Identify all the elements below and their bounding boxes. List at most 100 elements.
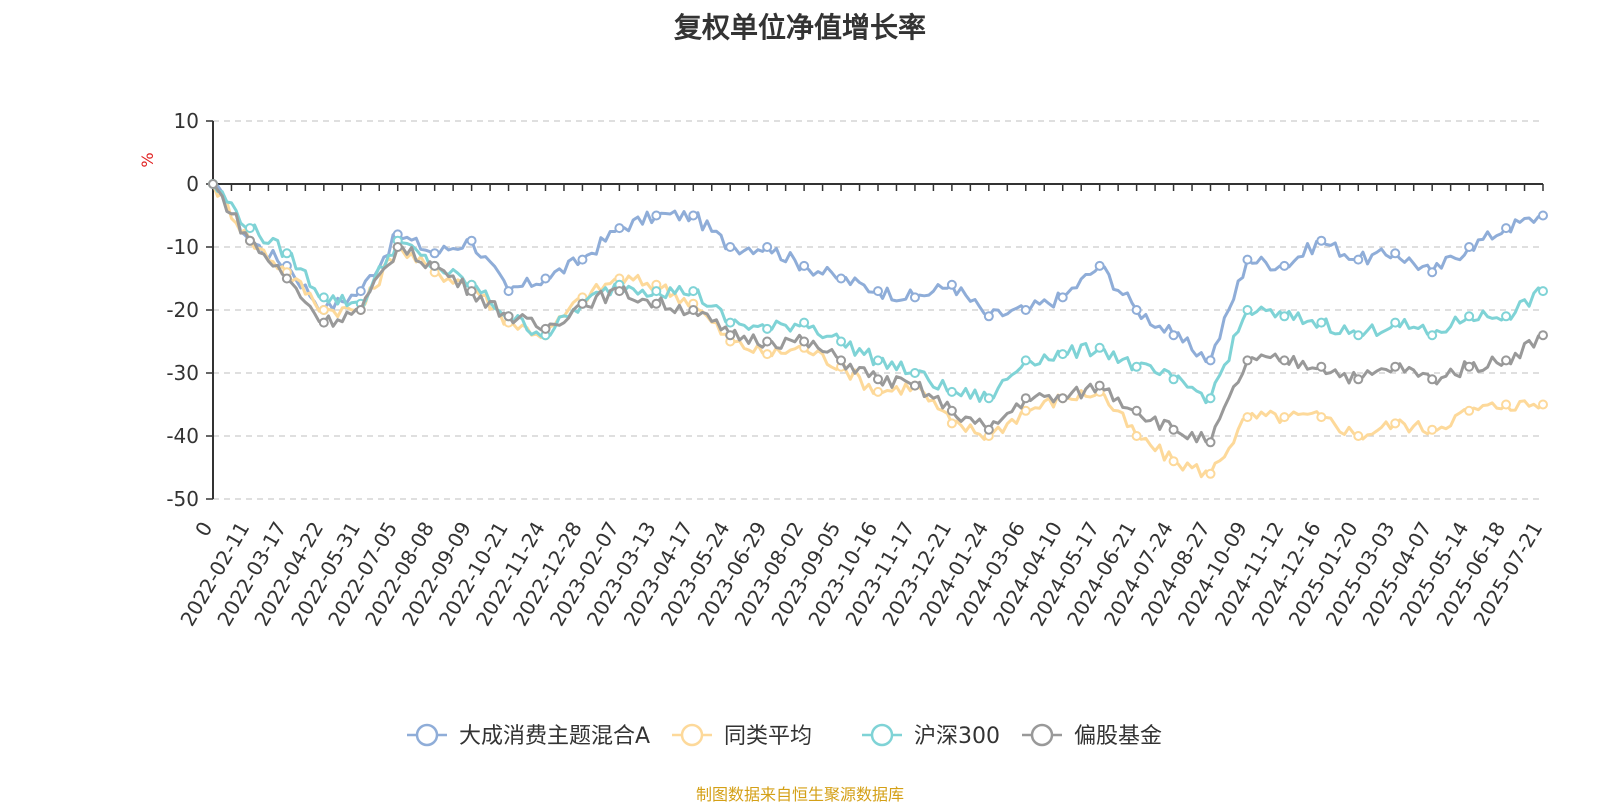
data-point — [466, 235, 477, 246]
series-line — [212, 182, 1544, 364]
data-point — [503, 286, 514, 297]
data-point — [725, 317, 736, 328]
data-point — [1464, 242, 1475, 252]
data-point — [429, 248, 440, 259]
data-point — [318, 292, 329, 303]
data-point — [1131, 431, 1142, 441]
data-point — [1390, 361, 1401, 372]
data-point — [355, 305, 366, 315]
data-point — [208, 179, 218, 189]
data-point — [1353, 374, 1364, 385]
data-point — [1205, 393, 1216, 404]
data-point — [651, 210, 662, 221]
legend-label: 大成消费主题混合A — [459, 724, 650, 749]
data-point — [1427, 424, 1438, 435]
data-point — [1538, 330, 1548, 341]
data-point — [1057, 349, 1068, 360]
data-point — [1353, 431, 1364, 441]
y-tick-label: -50 — [166, 487, 199, 511]
legend-swatch-marker — [415, 723, 439, 747]
data-point — [983, 393, 994, 404]
data-point — [762, 336, 773, 347]
legend-label: 偏股基金 — [1074, 724, 1162, 749]
data-point — [909, 380, 920, 391]
y-tick-label: 10 — [174, 109, 199, 133]
data-point — [873, 355, 883, 366]
data-point — [1020, 393, 1031, 404]
y-tick-label: -10 — [166, 235, 199, 259]
y-tick-label: 0 — [186, 172, 199, 196]
data-point — [540, 273, 551, 284]
data-point — [1131, 305, 1142, 315]
data-point — [1427, 330, 1438, 341]
data-point — [909, 292, 920, 303]
data-point — [1501, 399, 1512, 410]
data-point — [1464, 405, 1475, 416]
data-point — [1242, 305, 1253, 315]
data-point — [799, 317, 810, 328]
data-point — [1353, 330, 1364, 341]
data-point — [1020, 305, 1031, 315]
data-point — [614, 286, 625, 297]
grid-lines — [213, 120, 1543, 500]
data-point — [540, 323, 551, 334]
series-lines — [208, 179, 1548, 479]
data-point — [836, 273, 847, 284]
chart-title: 复权单位净值增长率 — [673, 11, 926, 44]
series-line — [211, 183, 1544, 444]
data-point — [1168, 330, 1179, 341]
data-point — [429, 260, 440, 271]
data-point — [983, 424, 994, 435]
data-point — [725, 242, 736, 252]
source-note: 制图数据来自恒生聚源数据库 — [695, 785, 904, 804]
legend-label: 沪深300 — [914, 724, 1000, 749]
data-point — [1242, 412, 1253, 423]
data-point — [688, 210, 699, 221]
data-point — [281, 273, 292, 284]
y-tick-label: -40 — [166, 424, 199, 448]
data-point — [725, 330, 736, 341]
axes — [206, 120, 1544, 500]
data-point — [688, 286, 699, 297]
data-point — [355, 286, 366, 297]
y-tick-label: -30 — [166, 361, 199, 385]
data-point — [1464, 361, 1475, 372]
y-axis-unit-label: % — [138, 152, 157, 167]
data-point — [1242, 355, 1253, 366]
legend: 大成消费主题混合A 同类平均 沪深300 偏股基金 — [407, 723, 1162, 749]
data-point — [909, 368, 920, 378]
data-point — [873, 374, 883, 385]
data-point — [1131, 405, 1142, 416]
legend-swatch-marker — [870, 723, 894, 747]
x-tick-label: 0 — [190, 518, 217, 541]
data-point — [577, 298, 588, 309]
data-point — [946, 279, 957, 290]
data-point — [1501, 311, 1512, 322]
data-point — [1390, 317, 1401, 328]
data-point — [1020, 355, 1031, 366]
data-point — [1538, 399, 1548, 410]
data-point — [799, 260, 810, 271]
data-point — [318, 317, 329, 328]
data-point — [1538, 286, 1548, 297]
data-point — [983, 311, 994, 322]
data-point — [762, 349, 773, 360]
data-point — [946, 418, 957, 429]
data-point — [1353, 254, 1364, 265]
y-tick-label: -20 — [166, 298, 199, 322]
data-point — [1316, 412, 1327, 423]
data-point — [873, 286, 883, 297]
data-point — [1427, 374, 1438, 385]
y-tick-labels: 10 0 -10 -20 -30 -40 -50 — [166, 109, 199, 511]
data-point — [1501, 223, 1512, 234]
data-point — [1316, 235, 1327, 246]
data-point — [1279, 412, 1290, 423]
data-point — [1316, 361, 1327, 372]
data-point — [1057, 393, 1068, 404]
data-point — [1020, 405, 1031, 416]
data-point — [244, 235, 255, 246]
series-line — [211, 183, 1544, 479]
data-point — [1094, 260, 1105, 271]
data-point — [1131, 361, 1142, 372]
legend-swatch-marker — [680, 723, 704, 747]
